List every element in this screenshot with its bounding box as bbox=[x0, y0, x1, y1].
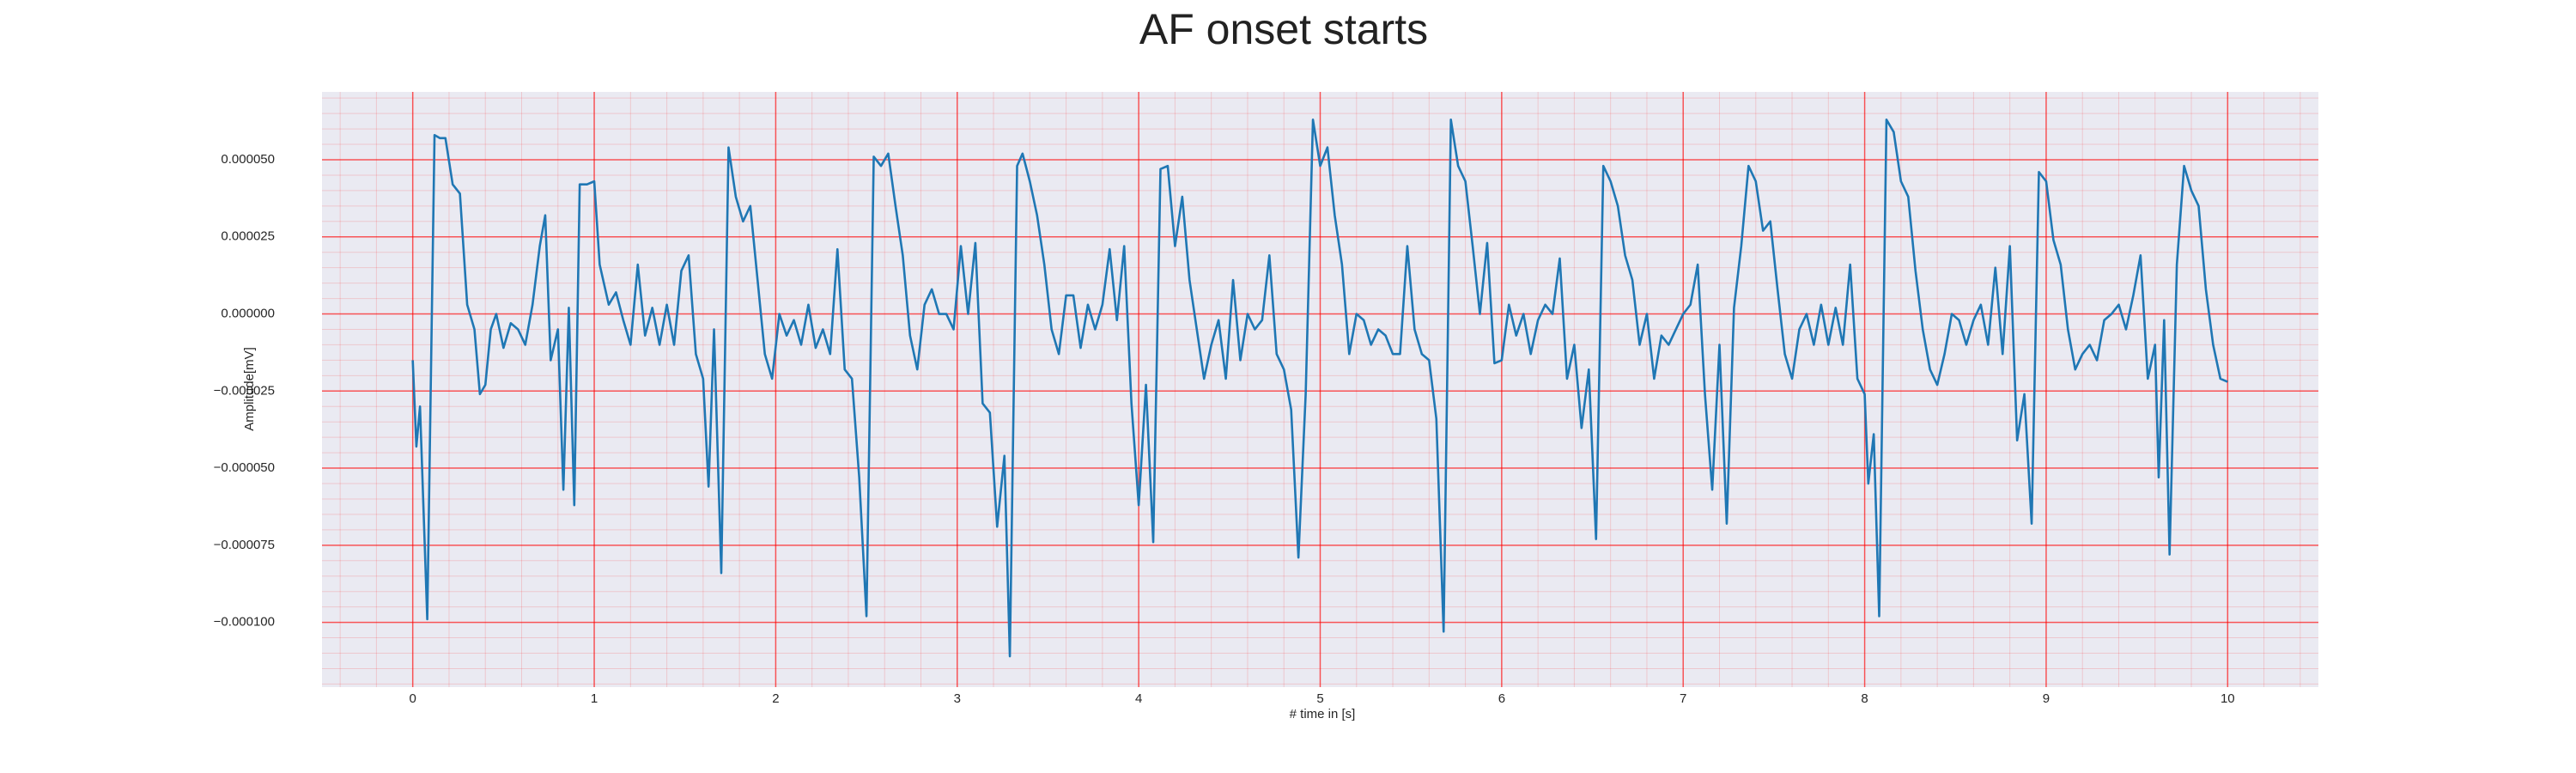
y-tick-label: 0.000050 bbox=[221, 152, 275, 167]
x-tick-label: 3 bbox=[954, 691, 961, 706]
y-tick-label: 0.000000 bbox=[221, 306, 275, 320]
y-tick-label: −0.000100 bbox=[214, 615, 275, 630]
y-tick-label: 0.000025 bbox=[221, 229, 275, 244]
y-tick-label: −0.000025 bbox=[214, 383, 275, 398]
chart-title: AF onset starts bbox=[1139, 5, 1428, 53]
x-tick-label: 6 bbox=[1498, 691, 1505, 706]
x-tick-label: 7 bbox=[1680, 691, 1686, 706]
line bbox=[411, 119, 2228, 658]
y-tick-label: −0.000075 bbox=[214, 538, 275, 552]
x-tick-label: 0 bbox=[410, 691, 416, 706]
x-tick-label: 2 bbox=[772, 691, 779, 706]
x-tick-label: 9 bbox=[2043, 691, 2050, 706]
x-tick-label: 5 bbox=[1316, 691, 1323, 706]
x-axis-label: # time in [s] bbox=[1290, 707, 1356, 721]
y-tick-label: −0.000050 bbox=[214, 460, 275, 475]
x-tick-label: 4 bbox=[1135, 691, 1142, 706]
x-tick-label: 1 bbox=[591, 691, 598, 706]
x-tick-label: 8 bbox=[1861, 691, 1868, 706]
x-tick-label: 10 bbox=[2221, 691, 2235, 706]
y-axis-label: Amplitude[mV] bbox=[242, 347, 257, 431]
